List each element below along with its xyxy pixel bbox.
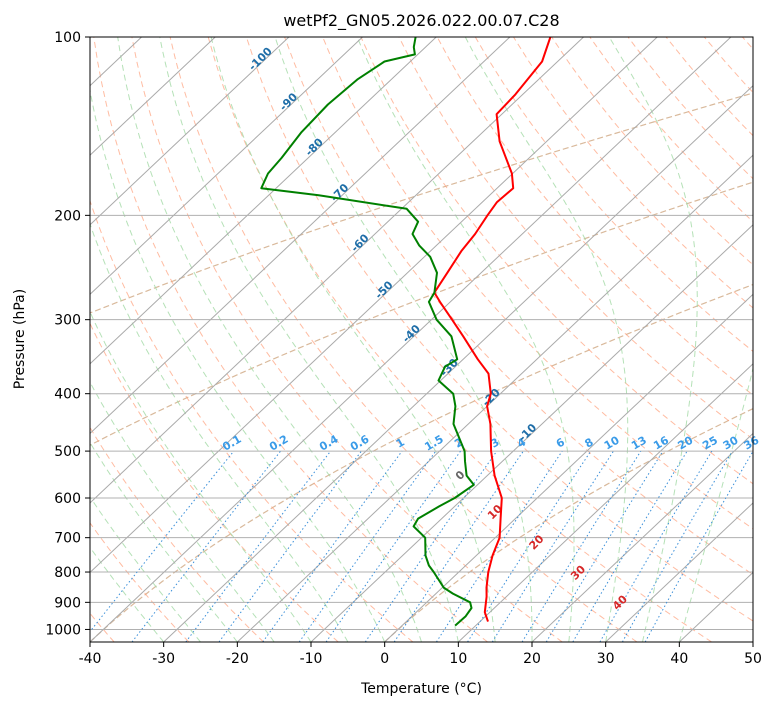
isotherm [90,37,584,504]
y-tick-label: 300 [54,313,81,329]
moist-adiabat [274,37,533,642]
dry-adiabat [90,426,264,642]
x-tick-label: 20 [523,651,541,667]
dry-adiabat [245,37,753,622]
x-tick-label: -10 [300,651,323,667]
mixing-ratio-line [644,450,753,642]
moist-adiabat [90,441,238,642]
chart-title: wetPf2_GN05.2026.022.00.07.C28 [283,11,559,31]
y-axis: 100 200 300 400 500 600 700 800 900 1000 [45,30,90,638]
moist-adiabat [210,37,496,642]
theta-e-curve [384,407,753,642]
moist-adiabat [117,37,422,642]
x-tick-label: 0 [380,651,389,667]
x-tick-label: -40 [79,651,102,667]
mixing-ratio-line [185,450,331,642]
plot-frame [89,36,754,643]
mixing-ratio-line [545,450,664,642]
temperature-line [433,37,552,622]
moist-adiabat [159,37,459,642]
moist-adiabat [464,37,629,642]
isotherm [236,154,753,642]
mixing-ratio-line [262,450,403,642]
dry-adiabat [284,37,753,576]
isotherm [90,37,437,365]
moist-adiabat [90,87,386,642]
mixing-ratio-line [218,450,362,642]
y-tick-label: 500 [54,444,81,460]
moist-adiabat [678,366,753,642]
isotherm [90,37,732,642]
moist-adiabat [356,37,575,642]
isotherm [310,224,753,642]
isotherm [90,37,290,226]
x-axis-label: Temperature (°C) [360,681,482,697]
mixing-ratio-line [521,450,642,642]
dry-adiabat [398,37,753,440]
moist-adiabat [90,496,201,642]
mixing-ratio-line [467,450,592,642]
x-tick-label: 40 [670,651,688,667]
mixing-ratio-line [364,450,498,642]
sounding-profiles [260,37,552,627]
isotherm [384,293,753,642]
x-tick-label: -30 [152,651,175,667]
mixing-ratio-line [435,450,563,642]
mixing-ratio-line [325,450,462,642]
dry-adiabat [93,37,488,642]
mixing-ratio-line [298,450,437,642]
y-tick-label: 600 [54,491,81,507]
y-tick-label: 200 [54,208,81,224]
isotherm [605,502,753,642]
theta-e-curve [90,92,753,314]
isotherm [90,37,658,574]
moist-adiabat [608,37,698,642]
theta-e-curve [90,181,753,446]
y-tick-label: 700 [54,531,81,547]
x-axis: -40 -30 -20 -10 0 10 20 30 40 50 [79,642,762,667]
x-tick-label: -20 [226,651,249,667]
mixing-ratio-line [90,450,235,633]
isotherm [163,84,753,642]
y-tick-label: 1000 [45,622,81,638]
isotherm [90,37,216,156]
dry-adiabat [474,37,753,352]
isotherm [457,363,753,642]
dry-adiabat [360,37,753,485]
moist-adiabat [90,546,165,642]
dry-adiabat [436,37,753,396]
y-axis-label: Pressure (hPa) [12,289,28,389]
mixing-ratio-line [491,450,614,642]
y-tick-label: 900 [54,595,81,611]
dry-adiabat [90,322,339,642]
x-tick-label: 30 [597,651,615,667]
reference-lines [90,37,753,642]
mixing-ratio-line [393,450,524,642]
dry-adiabat [513,37,753,309]
x-tick-label: 10 [449,651,467,667]
x-tick-label: 50 [744,651,762,667]
isotherm [90,37,363,295]
isotherm [90,37,511,435]
isotherm [531,432,753,642]
moist-adiabat [90,381,275,642]
dry-adiabat [169,37,638,642]
y-tick-label: 800 [54,565,81,581]
dewpoint-line [260,37,475,627]
y-tick-label: 100 [54,30,81,46]
theta-e-curve [90,283,753,642]
moist-adiabat [90,222,349,642]
y-tick-label: 400 [54,387,81,403]
